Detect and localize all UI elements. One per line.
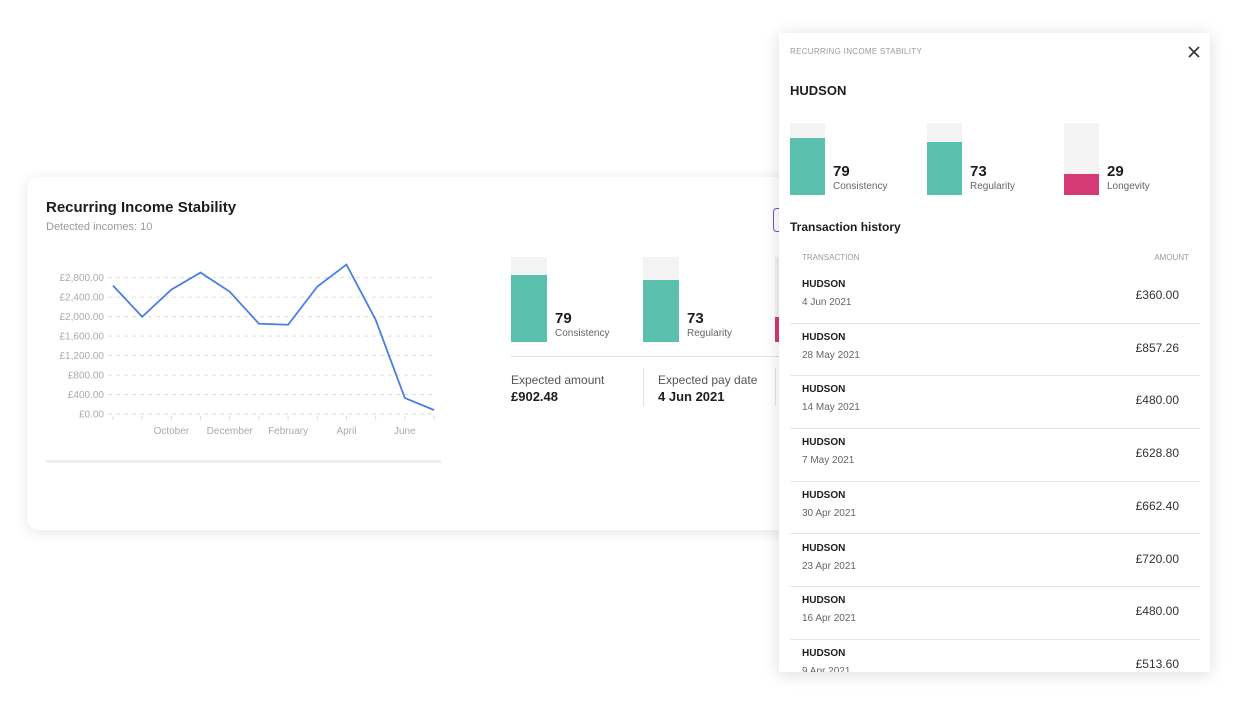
bar: [511, 274, 547, 342]
x-tick-label: October: [154, 426, 190, 437]
transaction-amount: £857.26: [1135, 340, 1179, 355]
x-tick-label: February: [268, 426, 308, 437]
column-header: AMOUNT: [1154, 253, 1189, 262]
bar-label: Consistency: [833, 181, 888, 192]
bar-label: Longevity: [1107, 181, 1150, 192]
transaction-row: HUDSON 16 Apr 2021 £480.00: [790, 586, 1200, 640]
transaction-amount: £360.00: [1135, 288, 1179, 302]
transaction-amount: £480.00: [1135, 393, 1179, 408]
transaction-row: HUDSON 14 May 2021 £480.00: [790, 375, 1200, 430]
divider: [775, 368, 776, 406]
transaction-date: 14 May 2021: [802, 402, 860, 414]
y-tick-label: £800.00: [68, 371, 105, 382]
line-chart: £0.00 £400.00 £800.00 £1,200.00 £1,600.00 £2,…: [60, 263, 436, 437]
y-tick-label: £1,600.00: [60, 332, 105, 343]
transaction-row: HUDSON 4 Jun 2021 £360.00: [790, 270, 1200, 324]
divider: [643, 368, 644, 406]
income-card: Recurring Income Stability Detected inco…: [27, 177, 862, 530]
transaction-row: HUDSON 28 May 2021 £857.26: [790, 323, 1200, 377]
y-tick-label: £2,800.00: [60, 273, 105, 284]
bar-label: Regularity: [970, 181, 1016, 192]
transaction-date: 7 May 2021: [802, 455, 855, 467]
transaction-name: HUDSON: [802, 542, 846, 554]
history-title: Transaction history: [790, 220, 901, 234]
card-title: Recurring Income Stability: [46, 199, 237, 216]
transaction-date: 30 Apr 2021: [802, 507, 856, 519]
transaction-amount: £480.00: [1135, 604, 1179, 619]
y-tick-label: £2,400.00: [60, 293, 105, 304]
income-line: [112, 263, 435, 411]
bar-value: 79: [833, 163, 850, 180]
transaction-name: HUDSON: [802, 279, 846, 290]
transaction-name: HUDSON: [802, 331, 846, 343]
stat-value: 4 Jun 2021: [658, 389, 725, 404]
transaction-amount: £628.80: [1135, 446, 1179, 461]
transaction-amount: £720.00: [1135, 551, 1179, 566]
divider: [46, 460, 441, 463]
transaction-date: 4 Jun 2021: [802, 297, 852, 308]
stat-label: Expected pay date: [658, 373, 758, 387]
bar-label: Regularity: [687, 328, 733, 339]
divider: [511, 356, 817, 357]
x-tick-label: June: [394, 426, 416, 437]
transaction-name: HUDSON: [802, 384, 846, 396]
close-button[interactable]: [1188, 46, 1200, 58]
transaction-row: HUDSON 23 Apr 2021 £720.00: [790, 534, 1200, 588]
transaction-date: 28 May 2021: [802, 349, 860, 361]
panel-name: HUDSON: [790, 83, 847, 98]
bar: [643, 279, 679, 342]
bar-value: 79: [555, 310, 572, 327]
detail-panel: RECURRING INCOME STABILITY HUDSON 79 Cons…: [779, 33, 1210, 672]
transaction-row: HUDSON 30 Apr 2021 £662.40: [790, 481, 1200, 535]
bar-label: Consistency: [555, 328, 610, 339]
transaction-date: 23 Apr 2021: [802, 560, 856, 572]
y-tick-label: £2,000.00: [60, 312, 105, 323]
transaction-amount: £662.40: [1135, 498, 1179, 513]
y-tick-label: £0.00: [79, 410, 104, 421]
transaction-row: HUDSON 7 May 2021 £628.80: [790, 428, 1200, 482]
y-tick-label: £400.00: [68, 390, 105, 401]
bar: [790, 138, 825, 195]
panel-eyebrow: RECURRING INCOME STABILITY: [790, 47, 923, 56]
transaction-amount: £513.60: [1135, 656, 1179, 671]
y-tick-label: £1,200.00: [60, 351, 105, 362]
bar: [927, 142, 962, 195]
x-tick-label: April: [336, 426, 356, 437]
transaction-row: HUDSON 9 Apr 2021 £513.60: [790, 639, 1200, 672]
transaction-name: HUDSON: [802, 489, 846, 501]
transaction-date: 16 Apr 2021: [802, 613, 856, 625]
bar-value: 73: [970, 163, 987, 180]
transaction-name: HUDSON: [802, 595, 846, 607]
column-header: TRANSACTION: [802, 253, 860, 262]
transaction-name: HUDSON: [802, 647, 846, 659]
x-tick-label: December: [207, 426, 254, 437]
bar: [1064, 174, 1099, 195]
bar-value: 73: [687, 310, 704, 327]
card-subtitle: Detected incomes: 10: [46, 221, 153, 233]
bar-value: 29: [1107, 163, 1124, 180]
stat-value: £902.48: [511, 389, 558, 404]
transaction-date: 9 Apr 2021: [802, 665, 851, 672]
stat-label: Expected amount: [511, 373, 605, 387]
transaction-name: HUDSON: [802, 437, 846, 449]
